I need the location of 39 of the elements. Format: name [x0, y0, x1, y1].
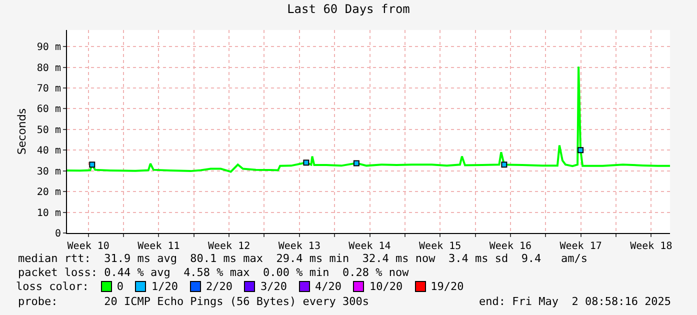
x-tick-label: Week 17	[560, 241, 602, 252]
y-tick-label: 40 m	[36, 146, 61, 157]
x-tick-label: Week 14	[348, 241, 391, 252]
y-tick-label: 80 m	[36, 62, 61, 74]
text: median rtt: 31.9 ms avg 80.1 ms max 29.4 ms min 32.4 ms now 3.4 ms sd 9.4 am/s	[18, 252, 588, 265]
legend-title: loss color:	[16, 280, 89, 293]
point	[353, 160, 360, 166]
y-axis-title: Seconds	[16, 108, 29, 155]
x-tick-label: Week 12	[208, 241, 250, 252]
text: probe: 20 ICMP Echo Pings (56 Bytes) every 300s	[18, 295, 369, 308]
x-tick-label: Week 16	[489, 241, 532, 252]
point	[303, 160, 310, 166]
line-series	[67, 66, 670, 173]
y-tick-label: 10 m	[36, 208, 61, 219]
legend-label: 4/20	[314, 280, 342, 293]
x-tick-label: Week 10	[67, 241, 110, 252]
y-tick-label: 20 m	[36, 187, 61, 198]
point	[578, 147, 584, 154]
legend-label: 19/20	[430, 280, 464, 293]
legend-label: 2/20	[206, 280, 232, 293]
x-tick-label: Week 11	[138, 241, 180, 252]
y-tick-label: 0	[54, 228, 61, 240]
x-tick-label: Week 15	[419, 241, 462, 252]
point	[501, 162, 508, 168]
text: packet loss: 0.44 % avg 4.58 % max 0.00 % min 0.28 % now	[18, 266, 410, 279]
chart-title: Last 60 Days from	[287, 2, 410, 16]
text: end: Fri May 2 08:58:16 2025	[479, 295, 672, 308]
legend-label: 0	[116, 280, 124, 293]
legend-label: 1/20	[151, 280, 178, 293]
legend-label: 10/20	[369, 280, 403, 293]
y-tick-label: 60 m	[36, 104, 61, 116]
x-tick-label: Week 13	[278, 241, 320, 252]
y-tick-label: 90 m	[36, 42, 61, 54]
y-tick-label: 70 m	[36, 84, 61, 94]
point	[89, 162, 96, 168]
y-tick-label: 30 m	[36, 166, 61, 178]
y-tick-label: 50 m	[36, 124, 61, 136]
legend-label: 3/20	[260, 280, 287, 293]
x-tick-label: Week 18	[630, 241, 672, 252]
